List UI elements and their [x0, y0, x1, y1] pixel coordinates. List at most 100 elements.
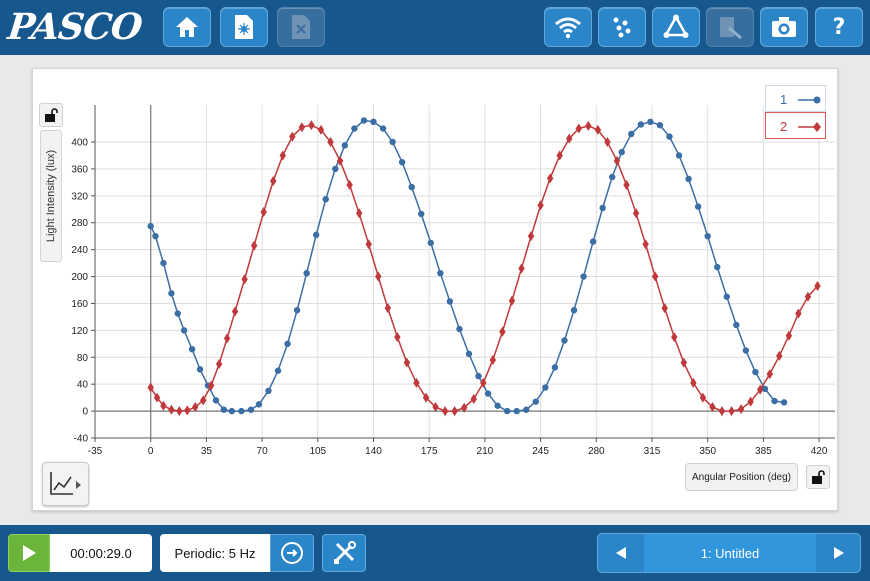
data-analysis-button[interactable]	[652, 7, 700, 47]
sample-rate-selector[interactable]: Periodic: 5 Hz	[160, 534, 270, 572]
data-point	[561, 337, 568, 344]
data-point	[408, 183, 415, 191]
data-point	[484, 390, 492, 397]
data-point	[542, 384, 549, 391]
wifi-sensors-button[interactable]	[544, 7, 592, 47]
x-tick-label: 385	[755, 446, 772, 457]
legend-label: 1	[780, 92, 788, 107]
data-point	[699, 392, 707, 403]
data-point	[804, 291, 812, 302]
hardware-setup-button[interactable]	[322, 534, 366, 572]
experiment-file-button[interactable]	[220, 7, 268, 47]
previous-page-button[interactable]	[598, 534, 644, 572]
data-point	[308, 120, 315, 131]
data-point	[594, 124, 602, 135]
data-point	[709, 402, 716, 413]
y-tick-label: 320	[71, 191, 88, 202]
data-point	[394, 332, 401, 343]
data-point	[265, 387, 272, 395]
data-point	[518, 263, 525, 274]
page-title[interactable]: 1: Untitled	[644, 534, 816, 572]
graph-tools-button[interactable]	[42, 462, 89, 506]
y-tick-label: 360	[71, 164, 88, 175]
home-icon	[176, 17, 198, 37]
data-point	[327, 137, 334, 147]
data-point	[427, 239, 434, 247]
data-points-button[interactable]	[598, 7, 646, 47]
data-point	[465, 350, 473, 358]
y-tick-label: -40	[74, 434, 89, 445]
pasco-logo: PASCO	[5, 6, 144, 48]
data-point	[589, 238, 597, 245]
close-file-button[interactable]	[277, 7, 325, 47]
data-point	[527, 231, 535, 242]
data-point	[180, 327, 188, 334]
data-point	[704, 232, 711, 240]
data-point	[647, 118, 654, 126]
data-point	[274, 367, 282, 374]
next-page-button[interactable]	[816, 534, 862, 572]
data-point	[766, 369, 773, 380]
data-point	[168, 290, 175, 297]
x-tick-label: 420	[811, 446, 828, 457]
journal-icon	[720, 17, 742, 40]
data-point	[575, 123, 582, 134]
play-icon	[23, 545, 36, 561]
data-point	[398, 158, 406, 166]
data-point	[360, 117, 368, 124]
graph-canvas[interactable]: -35 0 35 70 105 140 175 210 245 280 315 350 385 420-4…	[33, 69, 839, 512]
data-point	[441, 406, 449, 417]
y-axis-lock-button[interactable]	[39, 103, 63, 127]
data-point	[317, 124, 325, 135]
start-recording-button[interactable]	[8, 534, 50, 572]
data-points-icon	[613, 17, 631, 38]
data-point	[580, 273, 587, 280]
data-point	[238, 407, 245, 415]
y-axis-label-button[interactable]: Light Intensity (lux)	[40, 130, 62, 262]
data-point	[671, 332, 678, 343]
x-tick-label: -35	[88, 446, 103, 457]
data-point	[147, 382, 154, 393]
data-point	[651, 271, 659, 282]
data-point	[618, 148, 625, 156]
data-point	[546, 173, 554, 184]
legend-item-series-1[interactable]: 1	[765, 85, 826, 112]
y-axis-label: Light Intensity (lux)	[45, 149, 57, 243]
home-button[interactable]	[163, 7, 211, 47]
legend-item-series-2[interactable]: 2	[765, 112, 826, 139]
data-point	[160, 400, 167, 411]
data-point	[551, 364, 559, 371]
recording-conditions-button[interactable]	[270, 534, 314, 572]
wifi-sensors-icon	[555, 17, 581, 39]
data-point	[437, 269, 444, 277]
graph-tools-icon	[49, 472, 81, 495]
x-axis-label-button[interactable]: Angular Position (deg)	[685, 463, 798, 491]
data-point	[231, 306, 239, 317]
data-point	[336, 155, 344, 166]
x-tick-label: 0	[148, 446, 154, 457]
data-point	[223, 333, 231, 344]
data-point	[680, 357, 688, 368]
data-point	[303, 269, 310, 277]
snapshot-button[interactable]	[760, 7, 808, 47]
help-icon: ?	[832, 14, 846, 40]
data-point	[666, 133, 673, 140]
data-point	[192, 402, 199, 413]
data-point	[747, 396, 754, 407]
data-point	[470, 393, 477, 404]
data-point	[752, 368, 759, 376]
x-axis-lock-button[interactable]	[806, 465, 830, 489]
x-tick-label: 105	[309, 446, 326, 457]
data-point	[160, 259, 167, 267]
help-button[interactable]: ?	[815, 7, 863, 47]
data-point	[413, 377, 420, 388]
data-point	[642, 239, 649, 250]
graph-panel: -35 0 35 70 105 140 175 210 245 280 315 350 385 420 -4…	[32, 68, 838, 511]
y-tick-label: 0	[82, 407, 88, 418]
journal-button[interactable]	[706, 7, 754, 47]
axes	[91, 105, 835, 442]
data-point	[685, 175, 692, 183]
data-point	[332, 165, 339, 173]
tools-icon	[333, 541, 356, 564]
